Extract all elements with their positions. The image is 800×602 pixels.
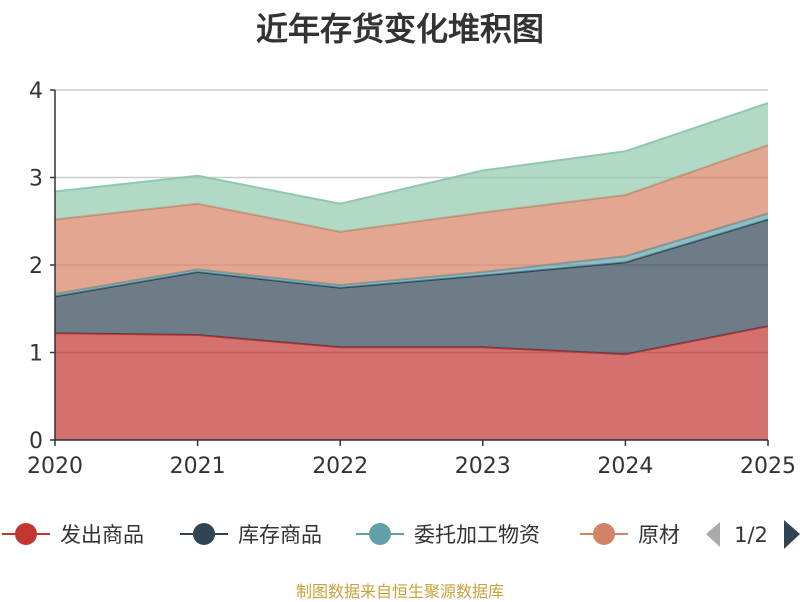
y-tick-label: 1 <box>29 342 43 367</box>
legend-item-3[interactable]: 原材 <box>580 523 680 547</box>
area-series-4 <box>55 103 768 232</box>
y-tick-label: 2 <box>29 254 43 279</box>
series-line-4 <box>54 102 769 205</box>
x-tick-label: 2021 <box>170 454 226 479</box>
y-tick-label: 4 <box>29 79 43 104</box>
legend-label: 库存商品 <box>238 523 322 547</box>
legend-item-2[interactable]: 委托加工物资 <box>356 523 540 547</box>
area-series-0 <box>55 326 768 440</box>
y-tick-label: 3 <box>29 167 43 192</box>
x-tick-label: 2024 <box>597 454 653 479</box>
x-tick-label: 2022 <box>312 454 368 479</box>
area-series-2 <box>55 213 768 297</box>
area-series-1 <box>55 219 768 355</box>
chart-title: 近年存货变化堆积图 <box>255 10 544 48</box>
legend-item-1[interactable]: 库存商品 <box>180 523 322 547</box>
legend-page-indicator: 1/2 <box>734 523 768 547</box>
x-tick-label: 2020 <box>27 454 83 479</box>
area-series <box>54 102 769 440</box>
y-tick-label: 0 <box>29 429 43 454</box>
legend: 发出商品 库存商品 委托加工物资 原材 1/2 <box>2 520 800 549</box>
legend-marker <box>193 523 215 545</box>
legend-prev-icon[interactable] <box>706 522 720 547</box>
x-tick-label: 2025 <box>740 454 796 479</box>
legend-marker <box>15 523 37 545</box>
legend-label: 委托加工物资 <box>414 523 540 547</box>
legend-label: 原材 <box>638 523 680 547</box>
area-series-3 <box>55 145 768 294</box>
legend-label: 发出商品 <box>60 523 144 547</box>
legend-item-0[interactable]: 发出商品 <box>2 523 144 547</box>
legend-marker <box>593 523 615 545</box>
legend-next-icon[interactable] <box>784 520 800 549</box>
data-source-credit: 制图数据来自恒生聚源数据库 <box>295 582 504 601</box>
legend-marker <box>369 523 391 545</box>
x-tick-label: 2023 <box>455 454 511 479</box>
legend-items: 发出商品 库存商品 委托加工物资 原材 <box>2 523 680 547</box>
axes: 0 1 2 3 4 2020 2021 2022 2023 2024 2025 <box>27 79 796 479</box>
